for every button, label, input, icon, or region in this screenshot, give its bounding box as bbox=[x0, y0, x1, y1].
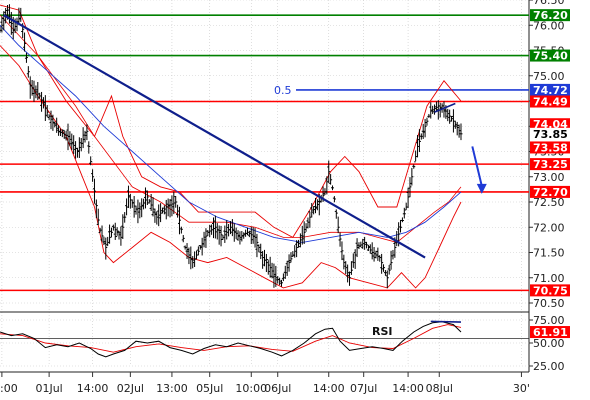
x-tick-label: 30' bbox=[513, 382, 530, 395]
y-tick-label: 72.00 bbox=[533, 221, 565, 234]
price-tag-label: 70.75 bbox=[533, 284, 568, 297]
y-tick-label: 71.00 bbox=[533, 272, 565, 285]
y-tick-label: 72.50 bbox=[533, 196, 565, 209]
y-tick-label: 70.50 bbox=[533, 297, 565, 310]
price-tag bbox=[530, 95, 570, 108]
rsi-tick-label: 75.00 bbox=[533, 314, 565, 327]
y-tick-label: 71.50 bbox=[533, 247, 565, 260]
recent-high-line bbox=[434, 102, 456, 113]
x-tick-label: 08Jul bbox=[426, 382, 453, 395]
x-tick-label: 13:00 bbox=[0, 382, 18, 395]
x-tick-label: 01Jul bbox=[35, 382, 62, 395]
price-tag bbox=[530, 141, 570, 154]
y-tick-label: 73.00 bbox=[533, 171, 565, 184]
y-tick-label: 76.50 bbox=[533, 0, 565, 7]
y-tick-label: 76.00 bbox=[533, 19, 565, 32]
forecast-arrowhead bbox=[476, 183, 487, 194]
price-tag-label: 73.58 bbox=[533, 141, 568, 154]
x-tick-label: 07Jul bbox=[350, 382, 377, 395]
current-price-tag bbox=[530, 127, 570, 140]
rsi-label: RSI bbox=[372, 325, 393, 338]
price-tag-label: 75.40 bbox=[533, 50, 568, 63]
x-tick-label: 10:00 bbox=[235, 382, 267, 395]
rsi-value-label: 61.91 bbox=[533, 326, 568, 339]
rsi-tick-label: 25.00 bbox=[533, 360, 565, 373]
price-tag-label: 74.72 bbox=[533, 84, 568, 97]
rsi-tick-label: 50.00 bbox=[533, 337, 565, 350]
price-tag bbox=[530, 118, 570, 131]
bollinger-middle-line bbox=[0, 14, 462, 243]
price-tag bbox=[530, 185, 570, 198]
rsi-value-tag bbox=[530, 326, 570, 339]
downtrend-line bbox=[3, 14, 426, 259]
current-price-label: 73.85 bbox=[533, 128, 568, 141]
forecast-arrow bbox=[471, 146, 483, 187]
price-tag-label: 76.20 bbox=[533, 9, 568, 22]
rsi-line bbox=[0, 321, 462, 358]
y-tick-label: 75.00 bbox=[533, 70, 565, 83]
moving-average-line bbox=[0, 24, 462, 243]
price-tag-label: 74.49 bbox=[533, 96, 568, 109]
x-tick-label: 13:00 bbox=[156, 382, 188, 395]
x-tick-label: 14:00 bbox=[392, 382, 424, 395]
x-tick-label: 06Jul bbox=[264, 382, 291, 395]
price-panel: 70.5071.0071.5072.0072.5073.0073.5074.00… bbox=[0, 0, 570, 372]
time-axis: 13:00 01Jul 14:00 02Jul 13:00 05Jul 10:0006Jul… bbox=[0, 371, 530, 395]
bollinger-lower-line bbox=[0, 45, 462, 289]
x-tick-label: 02Jul bbox=[117, 382, 144, 395]
price-tag bbox=[530, 284, 570, 297]
x-tick-label: 14:00 bbox=[313, 382, 345, 395]
x-tick-label: 14:00 bbox=[77, 382, 109, 395]
price-tag bbox=[530, 83, 570, 96]
x-tick-label: 05Jul bbox=[196, 382, 223, 395]
rsi-resistance-line bbox=[430, 320, 462, 323]
price-tag-label: 73.25 bbox=[533, 158, 568, 171]
price-tag bbox=[530, 9, 570, 22]
price-tag bbox=[530, 158, 570, 171]
price-tag-label: 72.70 bbox=[533, 186, 568, 199]
price-tag bbox=[530, 49, 570, 62]
fib-label: 0.5 bbox=[274, 84, 292, 97]
